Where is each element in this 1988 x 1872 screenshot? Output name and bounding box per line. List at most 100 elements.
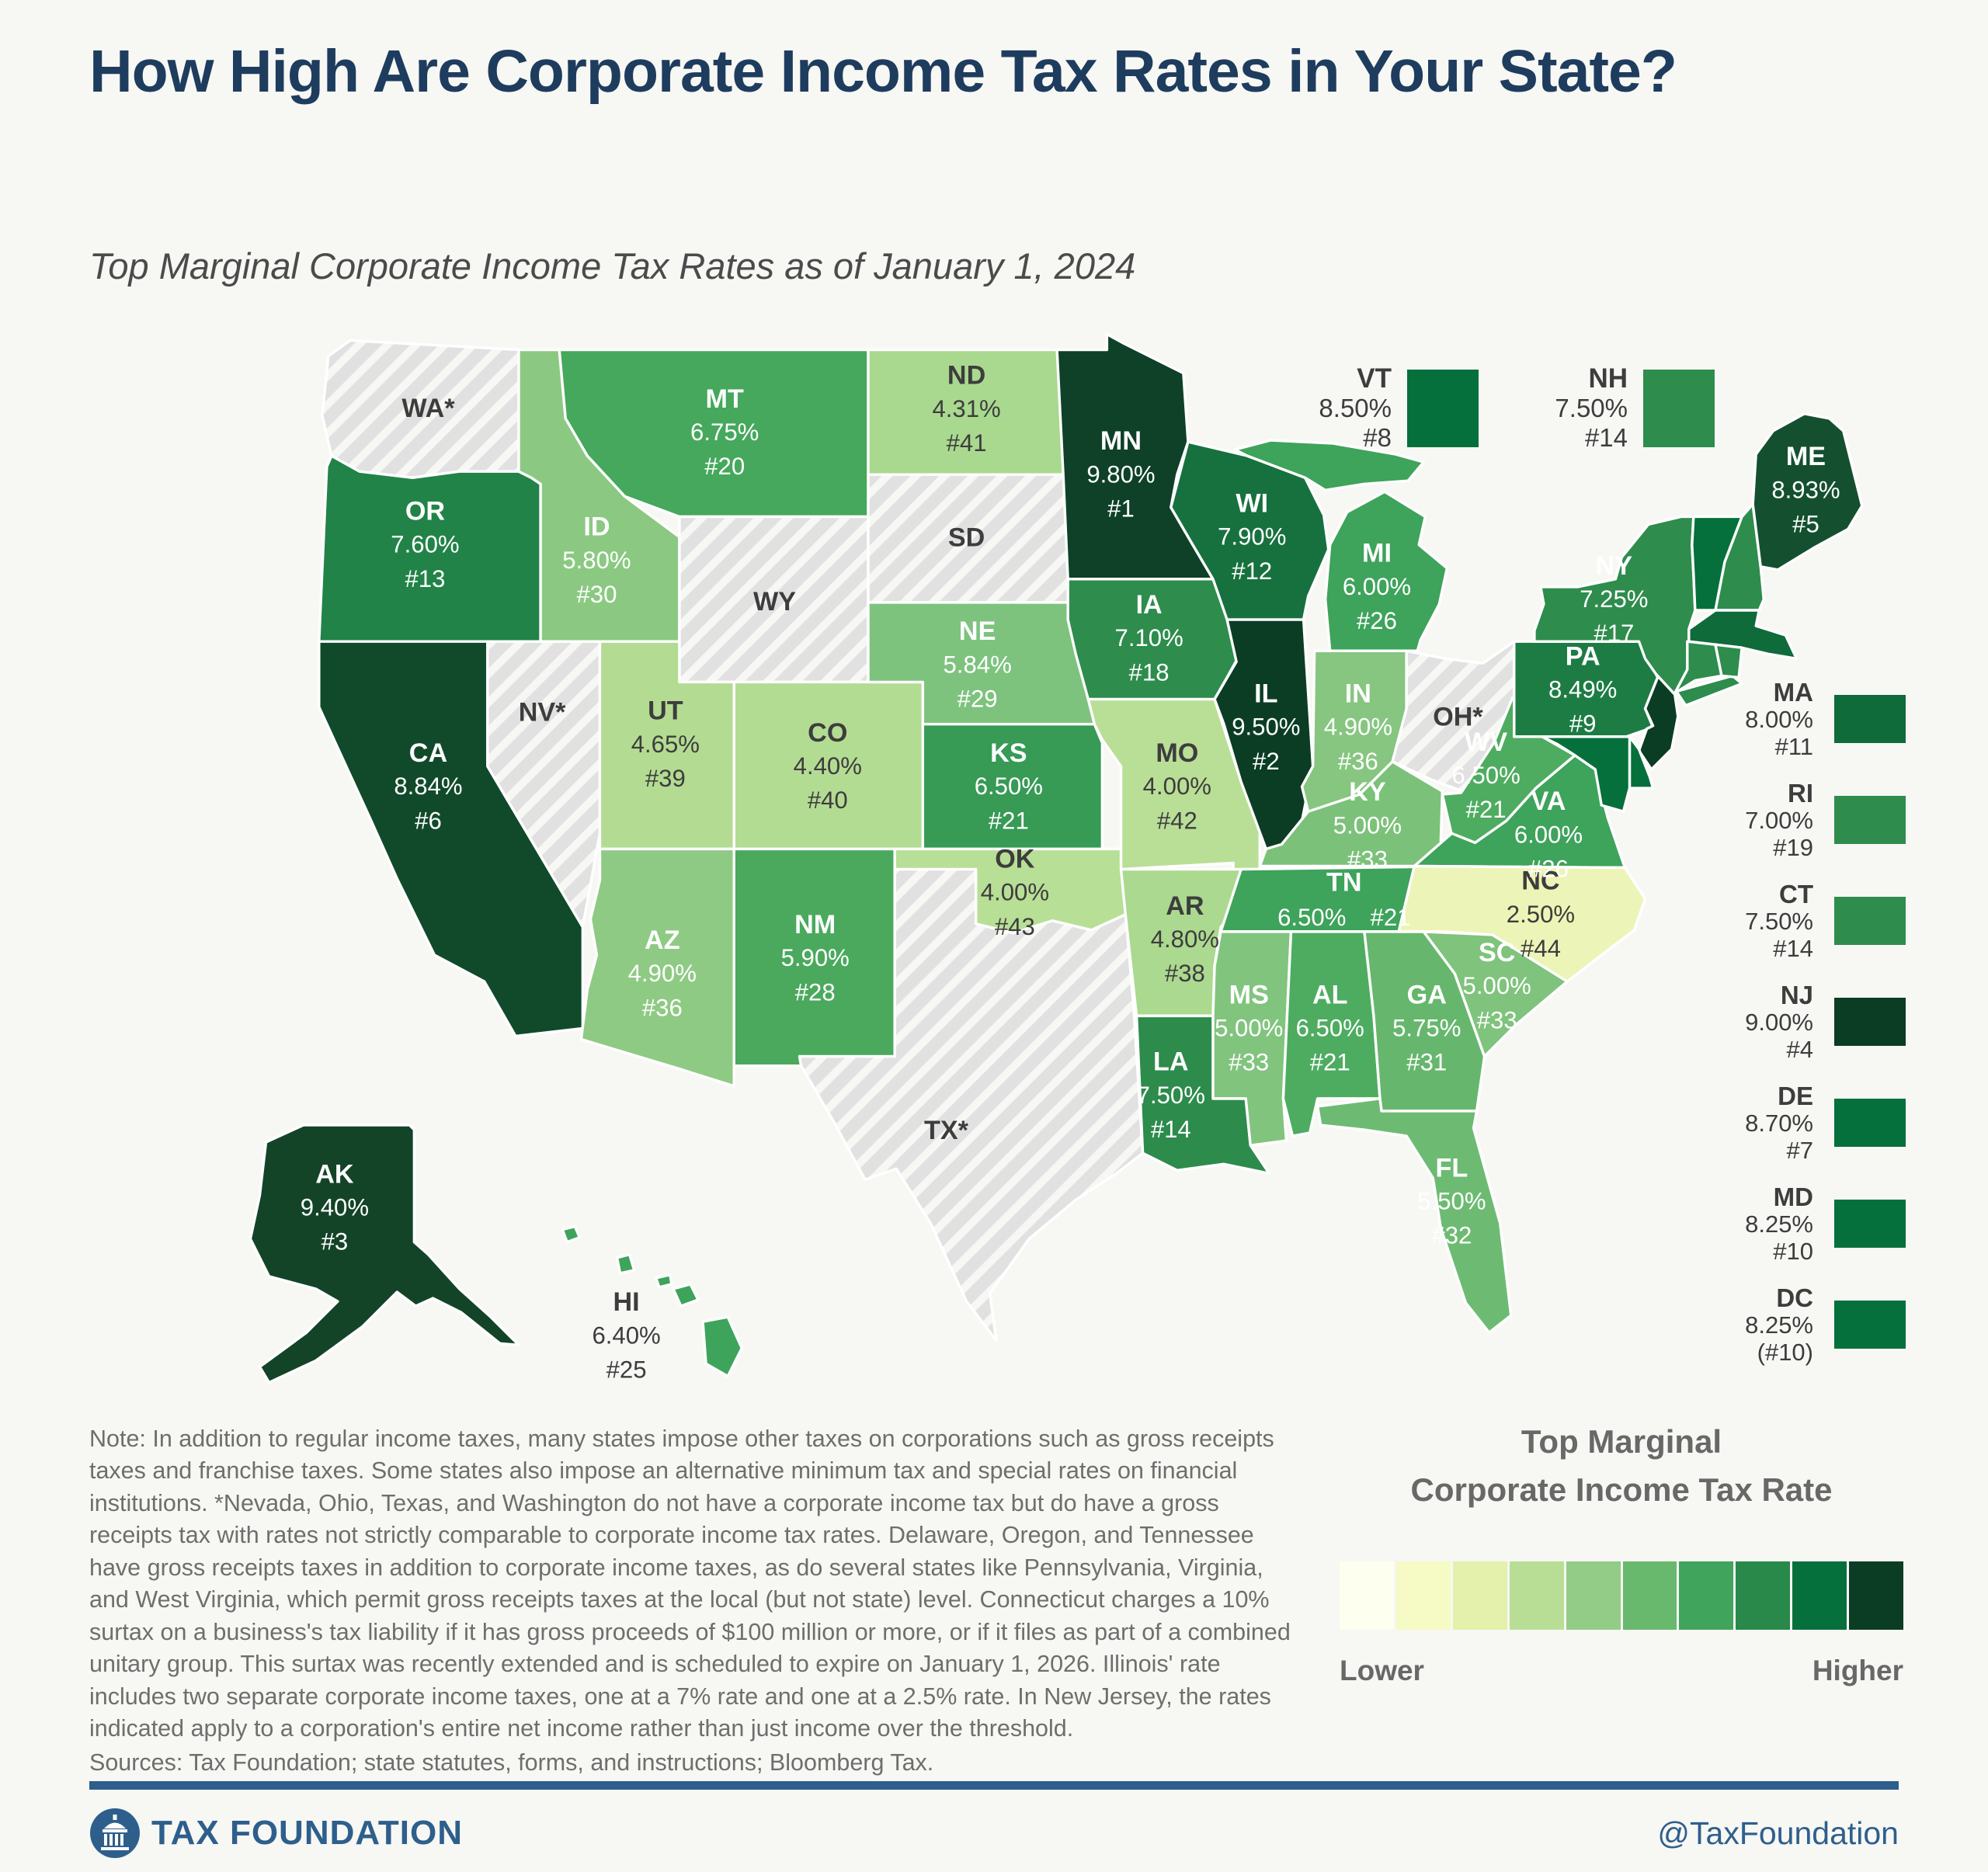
callout-swatch-vt	[1407, 370, 1479, 447]
state-label-ne-rank: #29	[958, 686, 998, 713]
callout-text-ct: CT 7.50% #14	[1611, 880, 1813, 962]
callout-ma-crank: #11	[1774, 732, 1813, 760]
state-label-mi-rate: 6.00%	[1343, 573, 1411, 600]
state-label-nd-rank: #41	[947, 429, 987, 457]
callout-md: MD 8.25% #10	[1611, 1183, 1906, 1265]
state-label-wv: WV	[1465, 728, 1507, 757]
state-md	[1513, 735, 1632, 813]
state-label-va-rank: #26	[1528, 856, 1569, 883]
callout-nh-crank: #14	[1584, 423, 1628, 452]
callout-vt-cabbr: VT	[1357, 363, 1392, 394]
state-mi	[1323, 490, 1449, 652]
state-label-ks: KS	[990, 738, 1027, 768]
callout-ri-cabbr: RI	[1788, 778, 1813, 807]
state-me	[1751, 412, 1864, 571]
callout-nh-cabbr: NH	[1588, 363, 1628, 394]
state-label-me: ME	[1786, 442, 1826, 471]
state-va	[1413, 754, 1627, 870]
legend-title-line2: Corporate Income Tax Rate	[1410, 1471, 1833, 1508]
state-hi-big-island	[701, 1315, 743, 1378]
state-label-ky-rate: 5.00%	[1333, 811, 1402, 839]
state-label-va-rate: 6.00%	[1514, 821, 1583, 848]
state-label-ca-rate: 8.84%	[394, 773, 462, 800]
state-label-hi-rate: 6.40%	[592, 1322, 660, 1349]
callout-nh-crate: 7.50%	[1555, 394, 1628, 422]
callout-dc-crate: 8.25%	[1745, 1311, 1813, 1339]
state-label-ia-rate: 7.10%	[1115, 624, 1183, 651]
state-label-in-rank: #36	[1338, 748, 1378, 775]
callout-ma-cabbr: MA	[1773, 677, 1813, 707]
sources-text: Sources: Tax Foundation; state statutes,…	[89, 1749, 934, 1776]
callout-ri-crank: #19	[1773, 833, 1813, 861]
legend-title-line1: Top Marginal	[1521, 1423, 1722, 1460]
callout-swatch-nj	[1834, 998, 1906, 1046]
callout-dc: DC 8.25% (#10)	[1611, 1284, 1906, 1366]
state-label-pa-rank: #9	[1569, 710, 1597, 738]
state-label-il: IL	[1254, 679, 1277, 709]
state-label-mn: MN	[1100, 426, 1142, 456]
legend-cell-4	[1509, 1561, 1564, 1631]
state-label-ny: NY	[1596, 551, 1633, 581]
state-label-mi: MI	[1362, 539, 1392, 568]
callout-text-dc: DC 8.25% (#10)	[1611, 1284, 1813, 1366]
callout-swatch-ma	[1834, 695, 1906, 743]
state-label-ga-rate: 5.75%	[1392, 1015, 1461, 1042]
state-label-hi: HI	[613, 1287, 640, 1317]
state-label-va: VA	[1531, 787, 1566, 816]
state-labels: AL 6.50% #21 AK 9.40% #3 AZ 4.90% #36 AR 4.80% #38 C…	[301, 361, 1840, 1384]
state-label-mn-rate: 9.80%	[1086, 460, 1155, 488]
state-sc	[1422, 930, 1569, 1058]
callout-de-crank: #7	[1786, 1136, 1813, 1164]
state-label-ut-rank: #39	[645, 765, 686, 792]
callout-swatch-de	[1834, 1099, 1906, 1147]
state-label-az-rate: 4.90%	[628, 960, 697, 987]
legend-higher-label: Higher	[1812, 1655, 1903, 1687]
state-label-mo-rank: #42	[1157, 807, 1197, 834]
state-label-al-rank: #21	[1310, 1049, 1350, 1076]
callout-ct-crate: 7.50%	[1745, 907, 1813, 935]
us-choropleth-map: AL 6.50% #21 AK 9.40% #3 AZ 4.90% #36 AR 4.80% #38 C…	[179, 318, 1895, 1411]
callout-md-cabbr: MD	[1773, 1182, 1813, 1211]
state-label-ia: IA	[1136, 590, 1163, 620]
legend-cell-7	[1679, 1561, 1734, 1631]
state-label-mt-rank: #20	[704, 453, 745, 480]
state-label-sd: SD	[948, 523, 985, 553]
state-label-co-rate: 4.40%	[794, 752, 862, 780]
state-label-la-rate: 7.50%	[1137, 1082, 1205, 1109]
us-map-svg: AL 6.50% #21 AK 9.40% #3 AZ 4.90% #36 AR 4.80% #38 C…	[248, 332, 1864, 1384]
state-label-fl-rate: 5.50%	[1417, 1188, 1486, 1215]
state-hi-molokai	[655, 1273, 673, 1289]
brand-name: TAX FOUNDATION	[151, 1814, 463, 1852]
state-label-ga-rank: #31	[1406, 1049, 1447, 1076]
state-label-wv-rate: 6.50%	[1451, 762, 1520, 789]
state-label-ny-rate: 7.25%	[1580, 585, 1648, 613]
callout-vt-crank: #8	[1363, 423, 1392, 452]
state-label-sc-rate: 5.00%	[1463, 972, 1531, 999]
state-label-tn: TN	[1326, 868, 1362, 898]
state-label-az: AZ	[645, 926, 680, 955]
state-label-az-rank: #36	[642, 994, 683, 1021]
footer-rule	[89, 1781, 1899, 1790]
state-label-wi: WI	[1236, 488, 1268, 518]
state-label-wy: WY	[753, 587, 796, 616]
callout-text-ma: MA 8.00% #11	[1611, 679, 1813, 760]
callout-dc-crank: (#10)	[1757, 1338, 1813, 1366]
state-label-tn-value: 6.50% #21	[1277, 904, 1410, 931]
state-ri	[1714, 643, 1743, 679]
callout-ma-crate: 8.00%	[1745, 705, 1813, 733]
state-label-tx: TX*	[924, 1116, 969, 1145]
brand: TAX FOUNDATION	[89, 1808, 463, 1859]
state-label-wi-rate: 7.90%	[1218, 523, 1286, 550]
state-label-nc-rate: 2.50%	[1507, 901, 1575, 928]
page-title: How High Are Corporate Income Tax Rates …	[89, 38, 1677, 105]
callout-de-crate: 8.70%	[1745, 1109, 1813, 1137]
state-hi-kauai	[561, 1224, 582, 1244]
state-mi-up	[1233, 439, 1425, 492]
legend-cell-6	[1622, 1561, 1677, 1631]
state-label-id: ID	[583, 512, 610, 542]
state-fl	[1315, 1097, 1513, 1334]
callout-dc-cabbr: DC	[1776, 1283, 1813, 1312]
legend-cell-1	[1340, 1561, 1394, 1631]
state-label-ms-rank: #33	[1229, 1049, 1269, 1076]
state-label-nv: NV*	[519, 698, 566, 728]
